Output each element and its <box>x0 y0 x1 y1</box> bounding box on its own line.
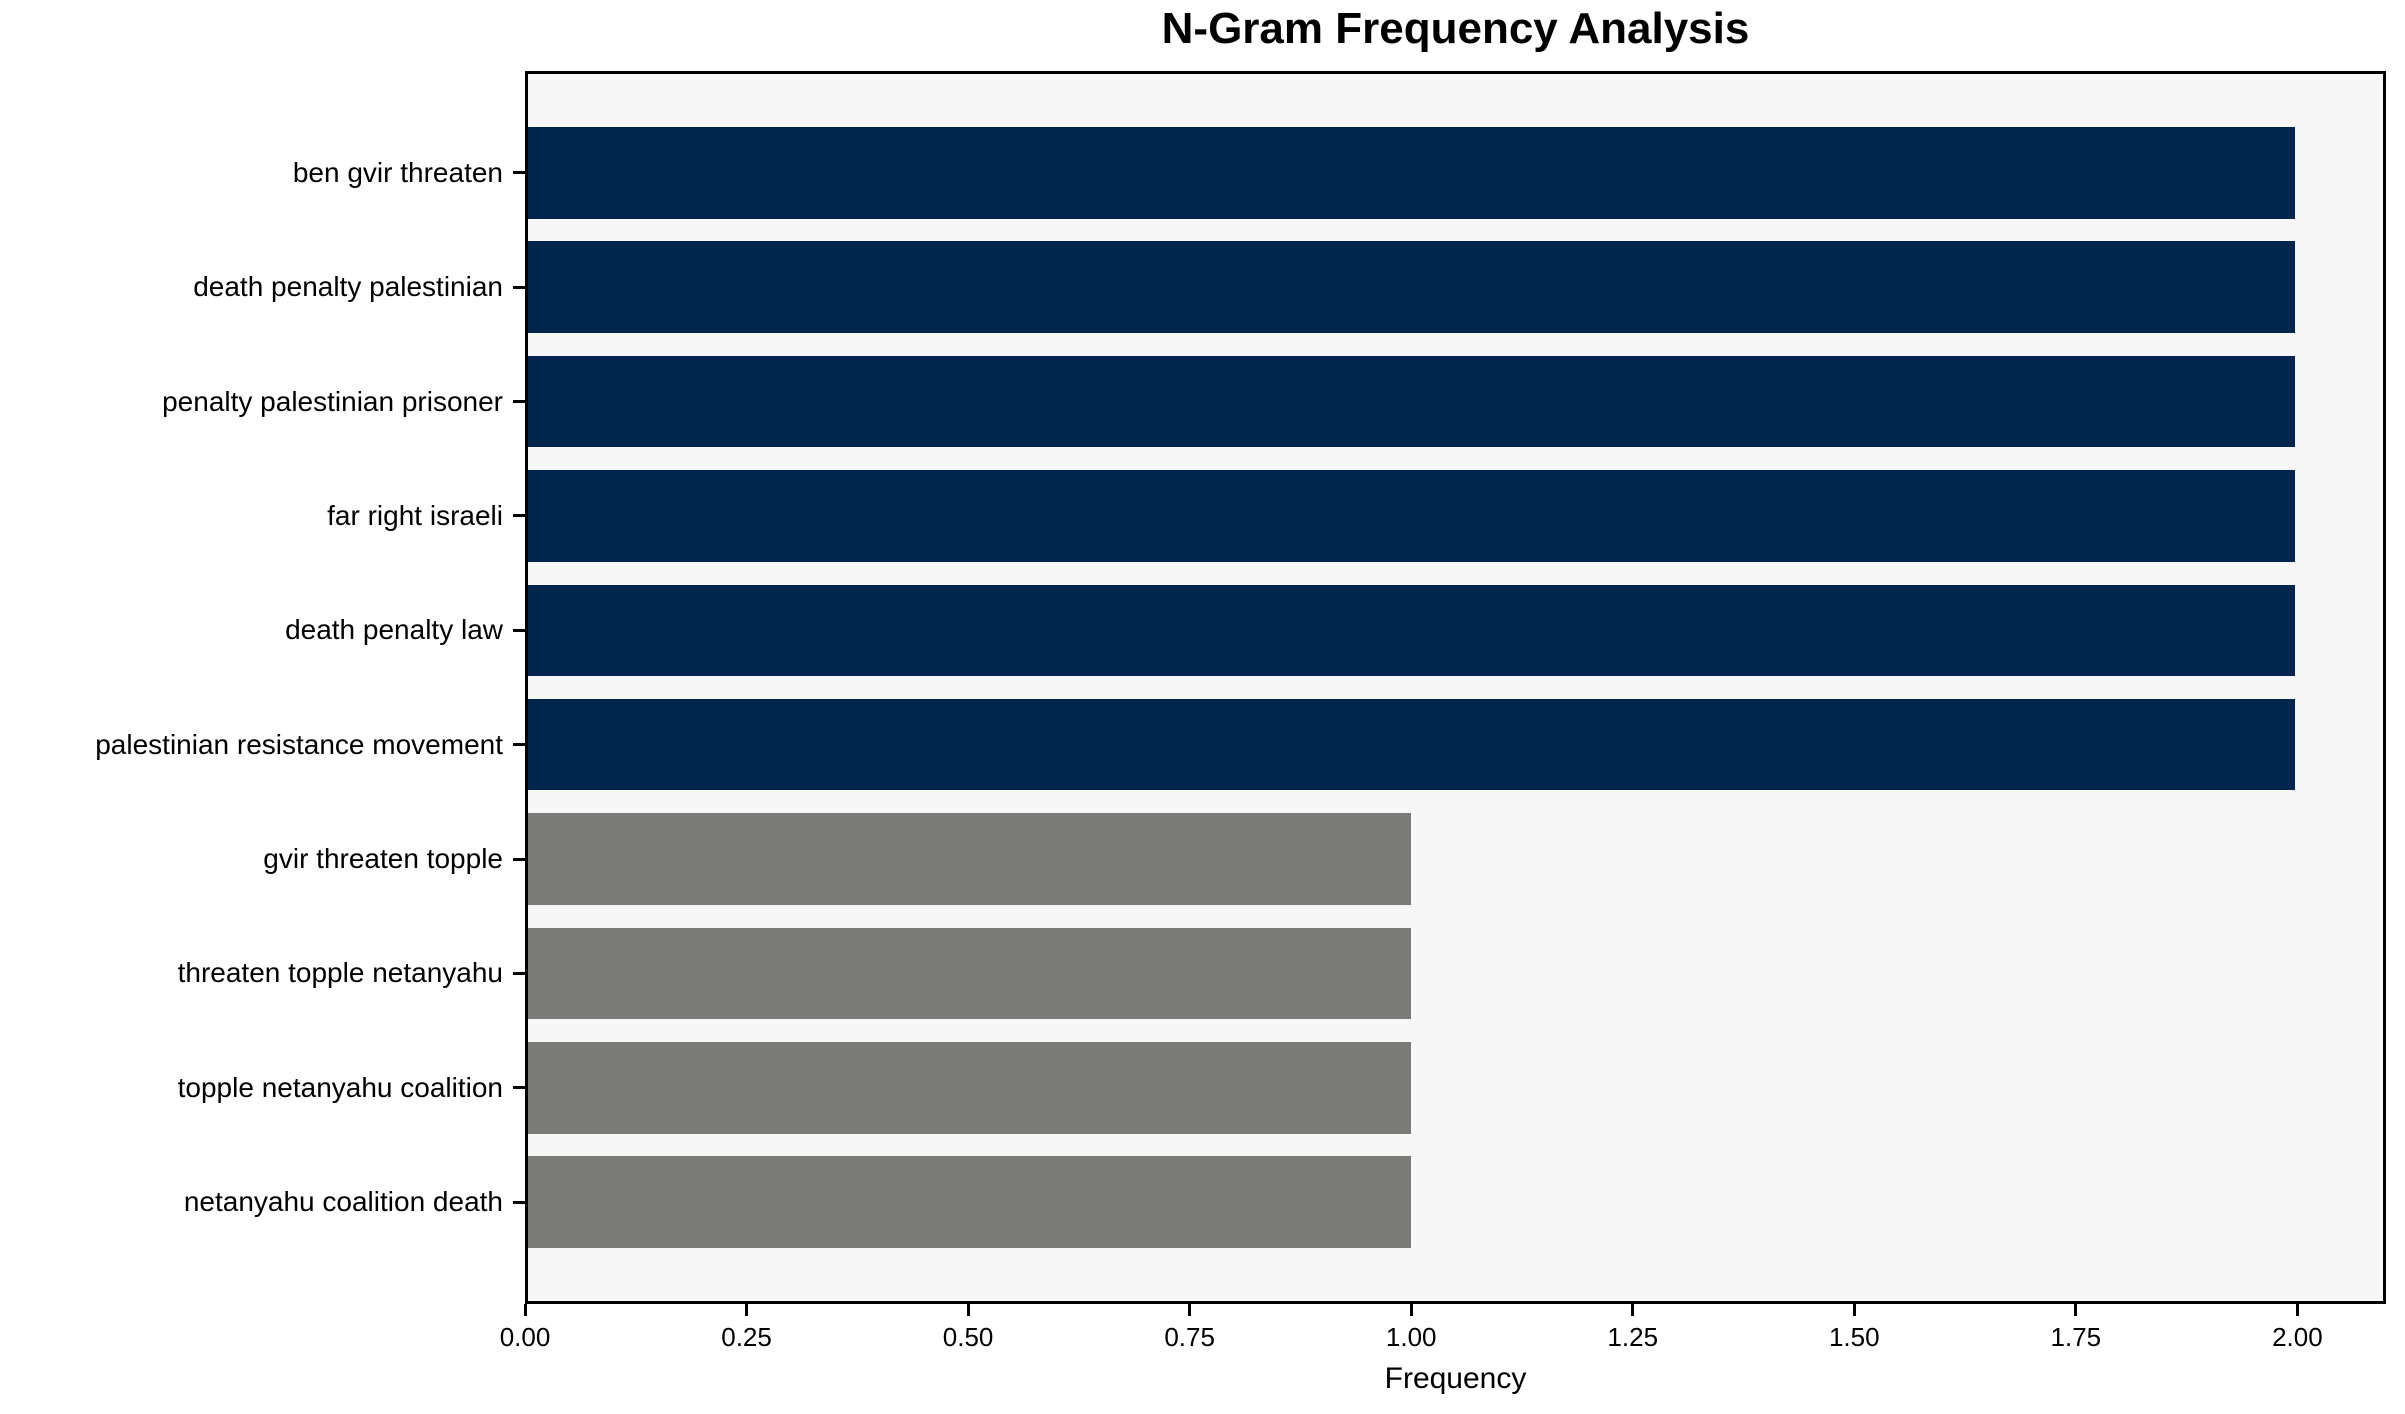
x-axis-label: Frequency <box>1384 1362 1527 1395</box>
x-tick-label: 0.75 <box>1164 1322 1215 1352</box>
y-tick-mark <box>513 171 525 175</box>
y-tick-mark <box>513 285 525 289</box>
x-tick-mark <box>745 1304 749 1316</box>
x-tick-label: 0.25 <box>721 1322 772 1352</box>
y-tick-label: penalty palestinian prisoner <box>162 385 503 417</box>
bar <box>528 927 1412 1020</box>
y-tick-label: netanyahu coalition death <box>183 1186 503 1218</box>
y-tick-mark <box>513 628 525 632</box>
x-tick-mark <box>523 1304 527 1316</box>
y-tick-label: death penalty palestinian <box>193 271 503 303</box>
y-tick-label: gvir threaten topple <box>263 843 503 875</box>
x-tick-mark <box>1631 1304 1635 1316</box>
chart-title: N-Gram Frequency Analysis <box>1161 4 1750 53</box>
x-tick-mark <box>2074 1304 2078 1316</box>
x-tick-label: 0.00 <box>499 1322 551 1352</box>
x-tick-mark <box>1409 1304 1413 1316</box>
y-tick-mark <box>513 743 525 747</box>
y-tick-label: topple netanyahu coalition <box>177 1071 503 1103</box>
y-tick-mark <box>513 1200 525 1204</box>
y-tick-label: death penalty law <box>285 614 503 646</box>
y-tick-mark <box>513 1086 525 1090</box>
bar <box>528 584 2295 677</box>
y-tick-label: threaten topple netanyahu <box>177 957 503 989</box>
x-tick-mark <box>966 1304 970 1316</box>
x-tick-mark <box>2295 1304 2299 1316</box>
x-tick-label: 1.25 <box>1607 1322 1659 1352</box>
y-tick-mark <box>513 400 525 404</box>
bar <box>528 127 2295 219</box>
y-tick-mark <box>513 514 525 518</box>
bar <box>528 813 1412 905</box>
y-tick-label: palestinian resistance movement <box>95 728 503 760</box>
bar <box>528 698 2295 791</box>
plot-area <box>525 71 2386 1304</box>
y-tick-label: far right israeli <box>327 499 503 531</box>
x-tick-label: 1.75 <box>2050 1322 2102 1352</box>
bar <box>528 470 2295 562</box>
x-tick-mark <box>1188 1304 1192 1316</box>
bar <box>528 1156 1412 1248</box>
y-tick-mark <box>513 857 525 861</box>
bar <box>528 241 2295 333</box>
bar <box>528 355 2295 448</box>
x-tick-label: 1.00 <box>1385 1322 1437 1352</box>
x-tick-mark <box>1852 1304 1856 1316</box>
y-tick-mark <box>513 971 525 975</box>
y-tick-label: ben gvir threaten <box>292 156 503 188</box>
x-tick-label: 1.50 <box>1828 1322 1880 1352</box>
x-tick-label: 2.00 <box>2272 1322 2323 1352</box>
bar <box>528 1042 1412 1134</box>
x-tick-label: 0.50 <box>942 1322 994 1352</box>
